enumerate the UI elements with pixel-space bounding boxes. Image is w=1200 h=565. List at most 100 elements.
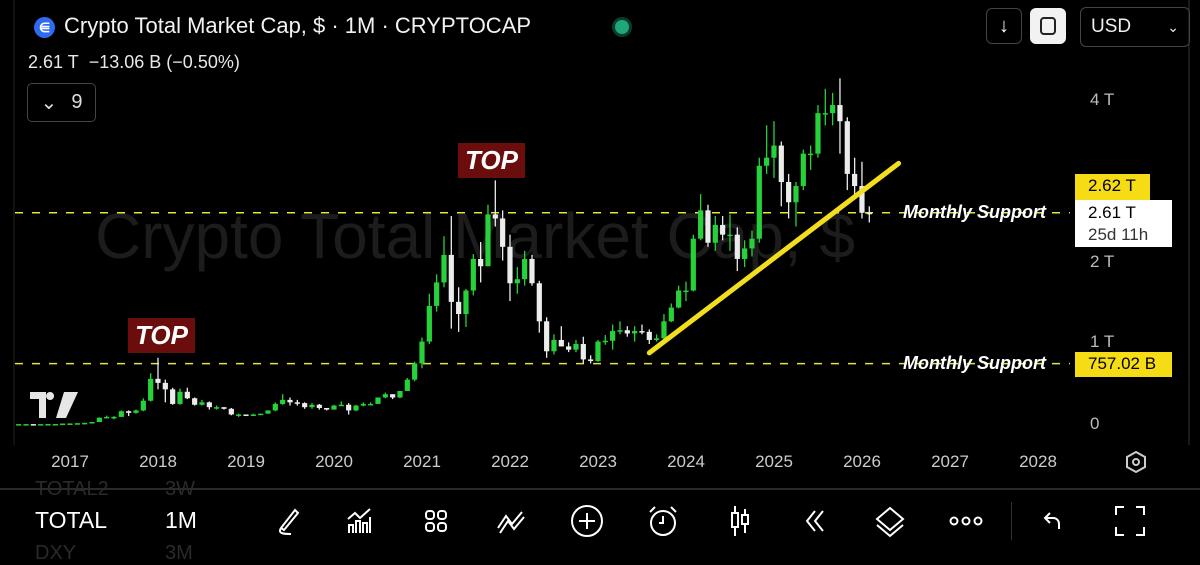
candle — [756, 157, 762, 243]
replay-button[interactable] — [798, 504, 832, 538]
candle — [786, 173, 792, 219]
y-tick: 2 T — [1090, 252, 1115, 271]
candle-body — [96, 417, 102, 423]
interval-option[interactable]: 3M — [165, 542, 193, 564]
candle-body — [844, 121, 850, 174]
x-tick: 2024 — [667, 452, 705, 471]
candle-body — [698, 210, 704, 239]
candle — [720, 216, 726, 241]
interval-option[interactable]: 3W — [165, 478, 195, 500]
candle — [536, 280, 542, 333]
candle — [470, 254, 476, 296]
compare-button[interactable] — [494, 504, 528, 538]
candle-body — [478, 258, 484, 267]
candle-body — [756, 165, 762, 239]
scroll-to-latest-button[interactable]: ↓ — [986, 8, 1022, 44]
candle — [771, 121, 777, 178]
candle-body — [45, 424, 51, 426]
candle — [610, 324, 616, 350]
market-status-dot — [615, 20, 629, 34]
currency-select[interactable]: USD ⌄ — [1080, 7, 1190, 47]
interval-selector[interactable]: 1M — [165, 507, 197, 533]
candle-body — [104, 416, 110, 419]
candle — [309, 403, 315, 409]
candle — [558, 326, 564, 347]
candle-body — [302, 403, 308, 408]
candle-body — [23, 424, 29, 426]
drawing-tool-button[interactable] — [270, 504, 304, 538]
symbol-option[interactable]: TOTAL2 — [35, 478, 109, 500]
candle-body — [573, 344, 579, 350]
candle — [624, 326, 630, 337]
candle — [133, 409, 139, 414]
candle-body — [272, 403, 278, 411]
chart-plot[interactable]: Crypto Total Market Cap, $ — [0, 0, 1200, 445]
candle-body — [837, 105, 843, 122]
candle — [67, 423, 73, 425]
candle — [844, 117, 850, 191]
candle — [89, 421, 95, 424]
candle — [324, 407, 330, 411]
add-button[interactable] — [570, 504, 604, 538]
rewind-icon — [805, 510, 824, 532]
candle — [126, 410, 132, 417]
symbol-option[interactable]: DXY — [35, 542, 77, 564]
candle — [38, 424, 44, 426]
candle-body — [859, 186, 865, 213]
candle-body — [60, 423, 66, 426]
candle-body — [764, 157, 770, 166]
candle-body — [309, 404, 315, 408]
candle-body — [434, 282, 440, 306]
chart-title[interactable]: Crypto Total Market Cap, $ · 1M · CRYPTO… — [64, 13, 532, 38]
candle-body — [360, 403, 366, 406]
candle-body — [324, 407, 330, 410]
candle — [808, 145, 814, 170]
candle — [155, 357, 161, 390]
quote-line: 2.61 T −13.06 B (−0.50%) — [28, 52, 240, 73]
indicators-icon — [347, 508, 371, 533]
candle-body — [456, 301, 462, 315]
chart-settings-icon[interactable] — [1124, 450, 1148, 474]
candle-body — [778, 145, 784, 182]
fullscreen-button[interactable] — [1113, 504, 1147, 538]
x-tick: 2023 — [579, 452, 617, 471]
candle — [258, 413, 264, 416]
candle-body — [280, 399, 286, 404]
auto-scale-button[interactable] — [1030, 8, 1066, 44]
candle-body — [514, 279, 520, 284]
indicators-button[interactable] — [343, 504, 377, 538]
indicators-toggle[interactable]: ⌄ 9 — [27, 83, 96, 122]
templates-button[interactable] — [419, 504, 453, 538]
candle — [104, 415, 110, 419]
candle — [492, 180, 498, 227]
candle — [456, 287, 462, 332]
support-label: Monthly Support — [903, 353, 1046, 373]
candle — [96, 417, 102, 423]
candle-body — [346, 404, 352, 411]
candle-body — [822, 113, 828, 115]
candle-body — [426, 305, 432, 342]
candle-body — [668, 307, 674, 322]
top-marker-2018: TOP — [128, 318, 195, 353]
candle — [74, 423, 80, 425]
candle-body — [463, 290, 469, 315]
layers-button[interactable] — [873, 504, 907, 538]
candle — [228, 407, 234, 416]
symbol-selector[interactable]: TOTAL — [35, 507, 107, 533]
candle — [441, 236, 447, 288]
alert-button[interactable] — [646, 504, 680, 538]
candle-body — [866, 212, 872, 215]
candle-body — [287, 399, 293, 403]
x-tick: 2019 — [227, 452, 265, 471]
chart-type-button[interactable] — [723, 504, 757, 538]
undo-button[interactable] — [1036, 504, 1070, 538]
candle-body — [441, 254, 447, 283]
candle — [82, 422, 88, 425]
more-button[interactable] — [949, 504, 983, 538]
candle — [250, 413, 256, 417]
auto-scale-icon — [1040, 17, 1056, 35]
candle-body — [676, 290, 682, 308]
y-tick: 0 — [1090, 414, 1100, 433]
candle-body — [808, 153, 814, 156]
candle-body — [551, 339, 557, 352]
